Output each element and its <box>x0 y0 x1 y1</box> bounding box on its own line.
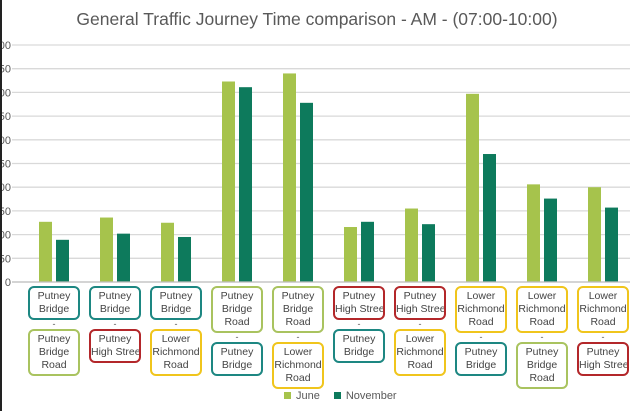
from-location-box: Lower Richmond Road <box>577 286 629 333</box>
separator: - <box>357 319 361 329</box>
bar-june-2 <box>100 217 113 282</box>
category-label: Putney Bridge Road - Putney Bridge <box>210 286 264 376</box>
bar-november-3 <box>178 236 191 282</box>
category-label: Lower Richmond Road - Putney High Street <box>576 286 630 376</box>
bar-june-10 <box>588 187 601 282</box>
bar-chart: 0 50 100 150 200 250 300 350 400 450 500 <box>2 40 630 289</box>
y-tick-label: 450 <box>2 64 11 76</box>
category-label: Lower Richmond Road - Putney Bridge Road <box>515 286 569 389</box>
y-tick-label: 300 <box>2 135 11 147</box>
y-tick-label: 50 <box>2 253 11 265</box>
category-label: Putney Bridge - Putney High Street <box>88 286 142 363</box>
category-label: Lower Richmond Road - Putney Bridge <box>454 286 508 376</box>
chart-title: General Traffic Journey Time comparison … <box>76 9 558 29</box>
bar-november-4 <box>239 87 252 282</box>
bar-june-6 <box>344 227 357 282</box>
to-location-box: Putney Bridge <box>211 342 263 376</box>
bar-november-7 <box>422 224 435 282</box>
separator: - <box>479 332 483 342</box>
y-tick-label: 150 <box>2 206 11 218</box>
y-tick-label: 400 <box>2 87 11 99</box>
bar-june-9 <box>527 184 540 282</box>
y-tick-label: 200 <box>2 182 11 194</box>
separator: - <box>52 319 56 329</box>
category-label: Putney Bridge - Lower Richmond Road <box>149 286 203 376</box>
bar-november-6 <box>361 221 374 282</box>
to-location-box: Putney Bridge <box>455 342 507 376</box>
from-location-box: Putney High Street <box>394 286 446 320</box>
bar-june-3 <box>161 222 174 282</box>
bar-november-9 <box>544 198 557 282</box>
to-location-box: Putney Bridge <box>333 329 385 363</box>
separator: - <box>601 332 605 342</box>
bar-june-5 <box>283 73 296 282</box>
legend-label: June <box>296 390 320 402</box>
separator: - <box>113 319 117 329</box>
bar-november-5 <box>300 102 313 282</box>
to-location-box: Lower Richmond Road <box>394 329 446 376</box>
to-location-box: Lower Richmond Road <box>272 342 324 389</box>
y-tick-label: 100 <box>2 230 11 242</box>
legend-label: November <box>345 390 397 402</box>
to-location-box: Putney Bridge Road <box>516 342 568 389</box>
bar-november-2 <box>117 233 130 282</box>
bar-november-8 <box>483 154 496 282</box>
y-tick-label: 350 <box>2 111 11 123</box>
bar-june-1 <box>39 221 52 282</box>
category-label: Putney Bridge Road - Lower Richmond Road <box>271 286 325 389</box>
y-tick-label: 0 <box>5 277 11 289</box>
from-location-box: Putney High Street <box>333 286 385 320</box>
category-label: Putney Bridge - Putney Bridge Road <box>27 286 81 376</box>
bar-june-4 <box>222 81 235 282</box>
legend: June November <box>284 390 397 402</box>
y-tick-label: 500 <box>2 40 11 52</box>
category-label: Putney High Street - Lower Richmond Road <box>393 286 447 376</box>
separator: - <box>418 319 422 329</box>
separator: - <box>174 319 178 329</box>
from-location-box: Putney Bridge <box>28 286 80 320</box>
bar-november-10 <box>605 207 618 282</box>
legend-item-november: November <box>333 390 397 402</box>
legend-item-june: June <box>284 390 320 402</box>
from-location-box: Putney Bridge Road <box>272 286 324 333</box>
to-location-box: Putney Bridge Road <box>28 329 80 376</box>
from-location-box: Putney Bridge Road <box>211 286 263 333</box>
legend-swatch-june <box>284 392 291 399</box>
category-label: Putney High Street - Putney Bridge <box>332 286 386 363</box>
to-location-box: Putney High Street <box>577 342 629 376</box>
legend-swatch-november <box>333 392 341 399</box>
bar-june-8 <box>466 93 479 283</box>
from-location-box: Lower Richmond Road <box>455 286 507 333</box>
bar-june-7 <box>405 208 418 282</box>
to-location-box: Lower Richmond Road <box>150 329 202 376</box>
from-location-box: Lower Richmond Road <box>516 286 568 333</box>
from-location-box: Putney Bridge <box>89 286 141 320</box>
separator: - <box>296 332 300 342</box>
bar-november-1 <box>56 239 69 282</box>
to-location-box: Putney High Street <box>89 329 141 363</box>
separator: - <box>235 332 239 342</box>
y-tick-label: 250 <box>2 159 11 171</box>
from-location-box: Putney Bridge <box>150 286 202 320</box>
separator: - <box>540 332 544 342</box>
